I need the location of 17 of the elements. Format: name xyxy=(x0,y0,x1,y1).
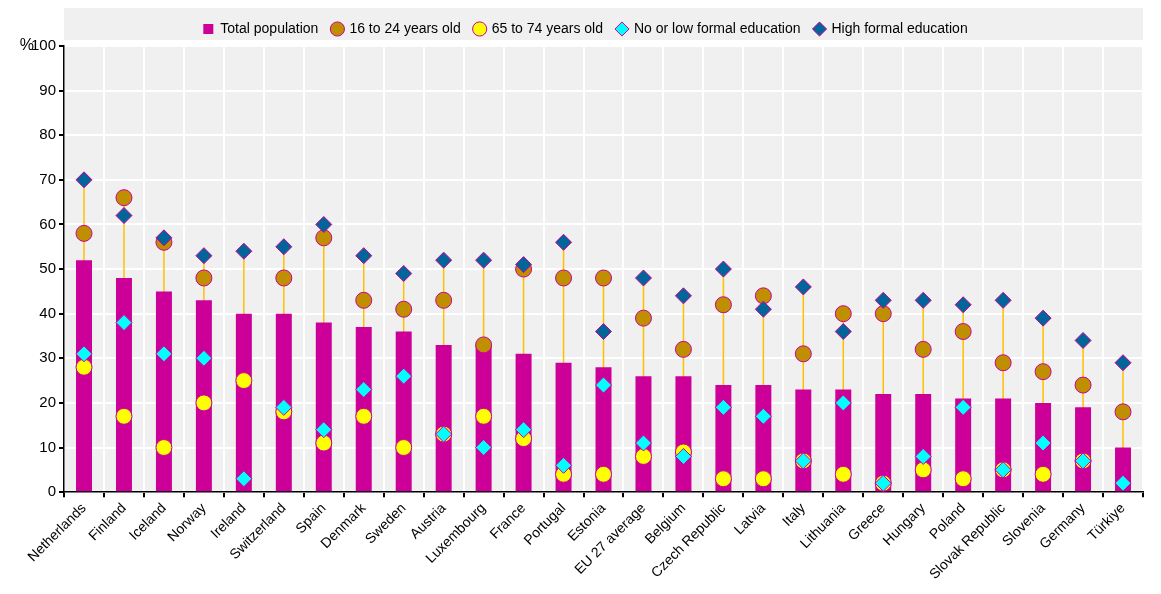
y-tick-label: 60 xyxy=(39,214,57,232)
legend-label: 65 to 74 years old xyxy=(491,19,603,36)
y-tick-label: 40 xyxy=(39,303,57,321)
legend-label: 16 to 24 years old xyxy=(349,19,461,36)
y-tick-label: 10 xyxy=(39,437,57,455)
legend-label: High formal education xyxy=(831,19,968,36)
y-tick-label: 20 xyxy=(39,393,57,411)
y-tick-label: 30 xyxy=(39,348,57,366)
y-tick-label: 100 xyxy=(31,36,57,54)
y-tick-label: 80 xyxy=(39,125,57,143)
y-tick-label: 70 xyxy=(39,169,57,187)
y-tick-label: 50 xyxy=(39,259,57,277)
legend-label: Total population xyxy=(220,19,319,36)
y-tick-label: 90 xyxy=(39,80,57,98)
y-tick-label: 0 xyxy=(47,482,57,500)
legend-label: No or low formal education xyxy=(633,19,801,36)
y-axis-title: % xyxy=(19,36,34,54)
